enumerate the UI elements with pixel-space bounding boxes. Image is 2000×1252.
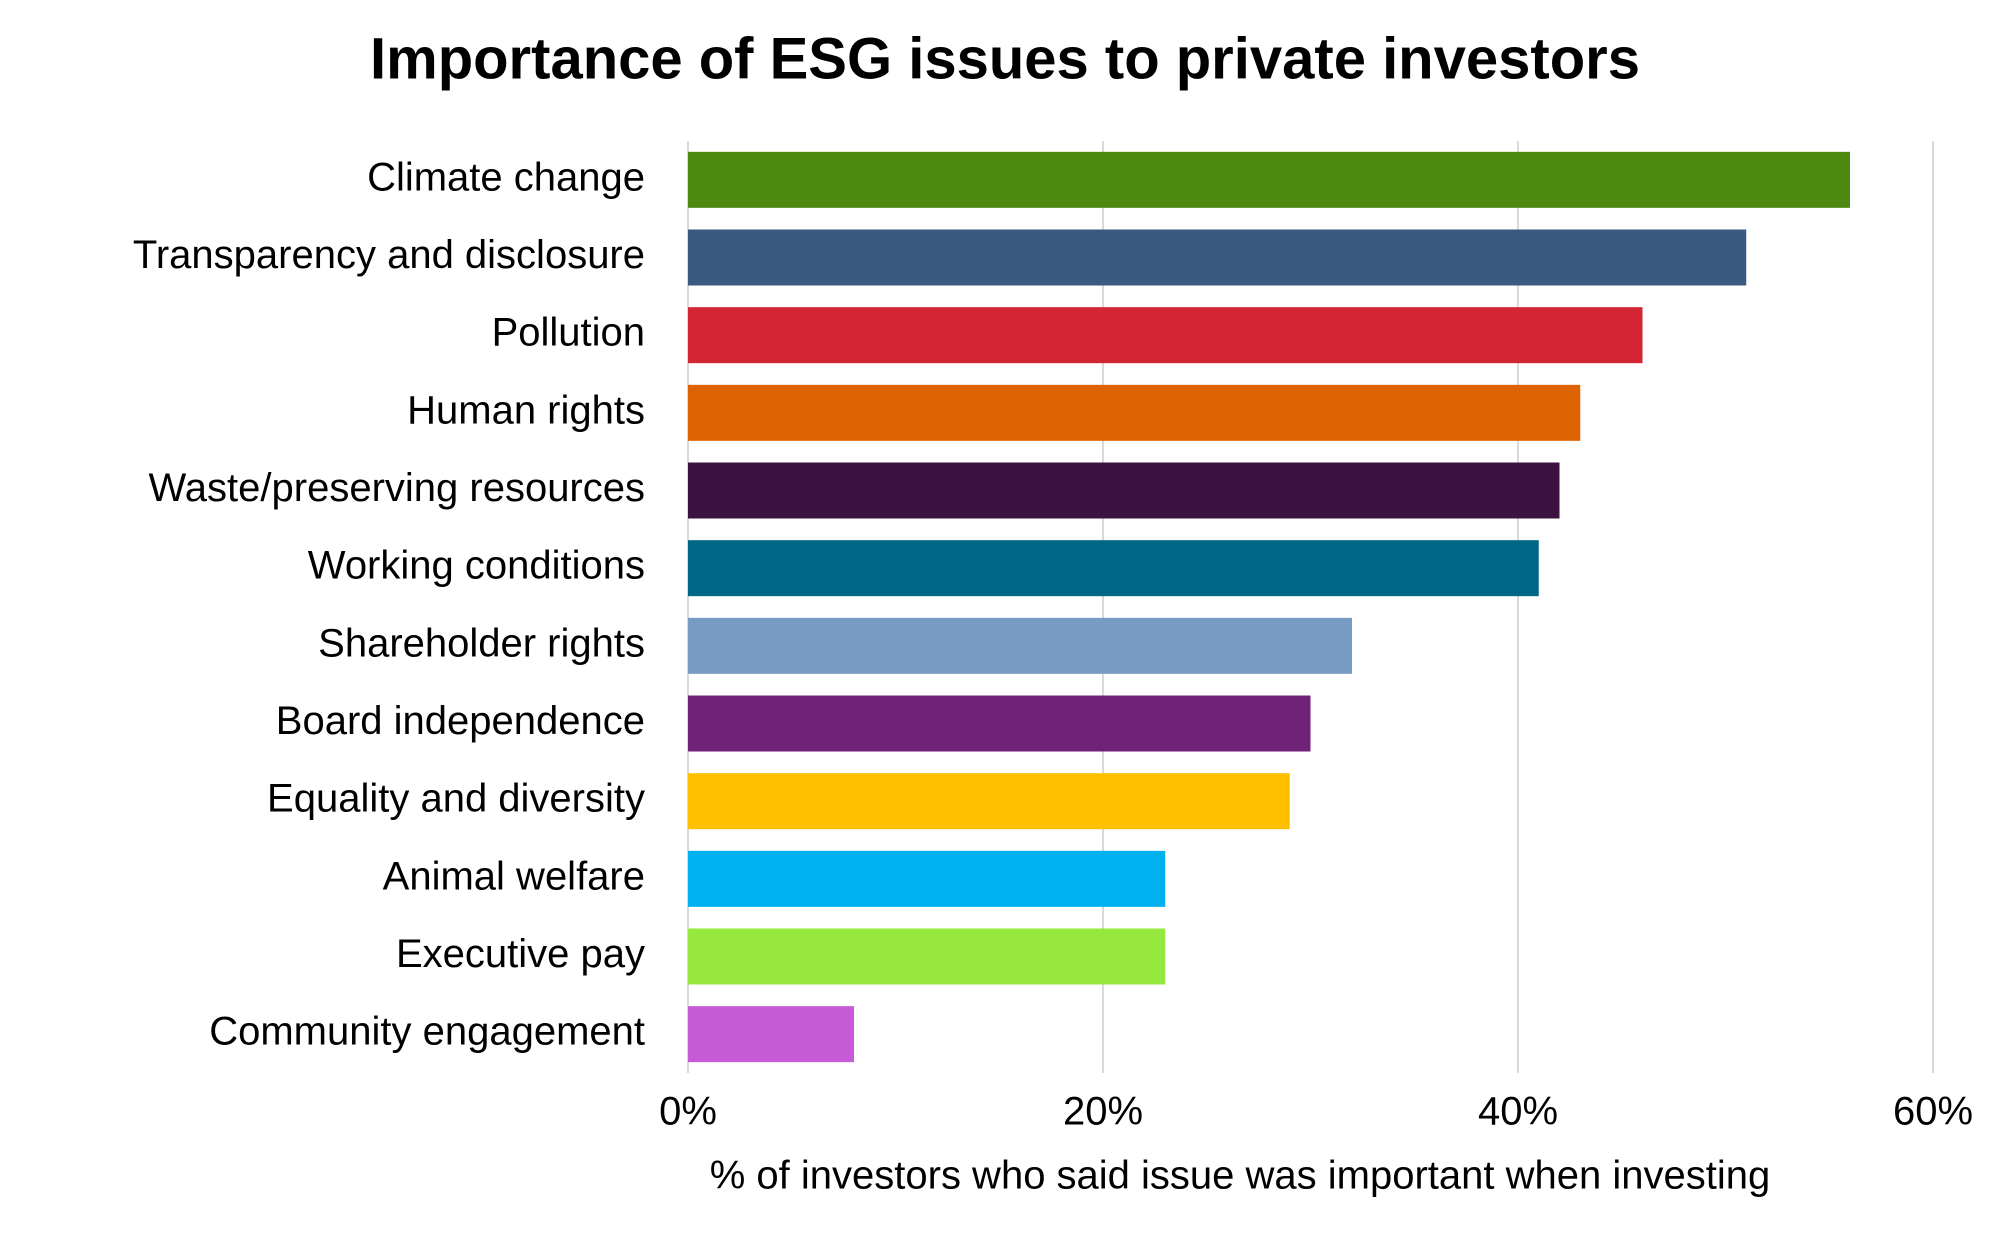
x-tick-label: 40% xyxy=(1478,1090,1558,1134)
x-tick-label: 0% xyxy=(659,1090,717,1134)
y-tick-label: Transparency and disclosure xyxy=(133,233,645,277)
y-tick-label: Pollution xyxy=(492,311,645,355)
y-tick-label: Human rights xyxy=(407,388,645,432)
x-tick-label: 60% xyxy=(1893,1090,1973,1134)
bar xyxy=(688,540,1539,597)
bar xyxy=(688,384,1581,441)
bar xyxy=(688,1006,854,1063)
bar xyxy=(688,850,1166,907)
bar xyxy=(688,617,1352,674)
bar xyxy=(688,229,1747,286)
y-tick-label: Equality and diversity xyxy=(267,777,645,821)
y-tick-label: Climate change xyxy=(367,155,645,199)
bar xyxy=(688,928,1166,985)
bar xyxy=(688,151,1850,208)
y-tick-label: Animal welfare xyxy=(383,854,645,898)
y-tick-label: Community engagement xyxy=(209,1010,645,1054)
bar xyxy=(688,462,1560,519)
y-tick-label: Executive pay xyxy=(396,932,645,976)
y-tick-label: Waste/preserving resources xyxy=(149,466,645,510)
x-tick-label: 20% xyxy=(1063,1090,1143,1134)
y-tick-label: Board independence xyxy=(276,699,645,743)
y-tick-label: Shareholder rights xyxy=(318,621,645,665)
bar xyxy=(688,773,1290,830)
x-axis-label: % of investors who said issue was import… xyxy=(710,1154,1771,1198)
bar xyxy=(688,307,1643,364)
y-tick-label: Working conditions xyxy=(308,544,645,588)
chart-title: Importance of ESG issues to private inve… xyxy=(370,26,1640,91)
bar xyxy=(688,695,1311,752)
